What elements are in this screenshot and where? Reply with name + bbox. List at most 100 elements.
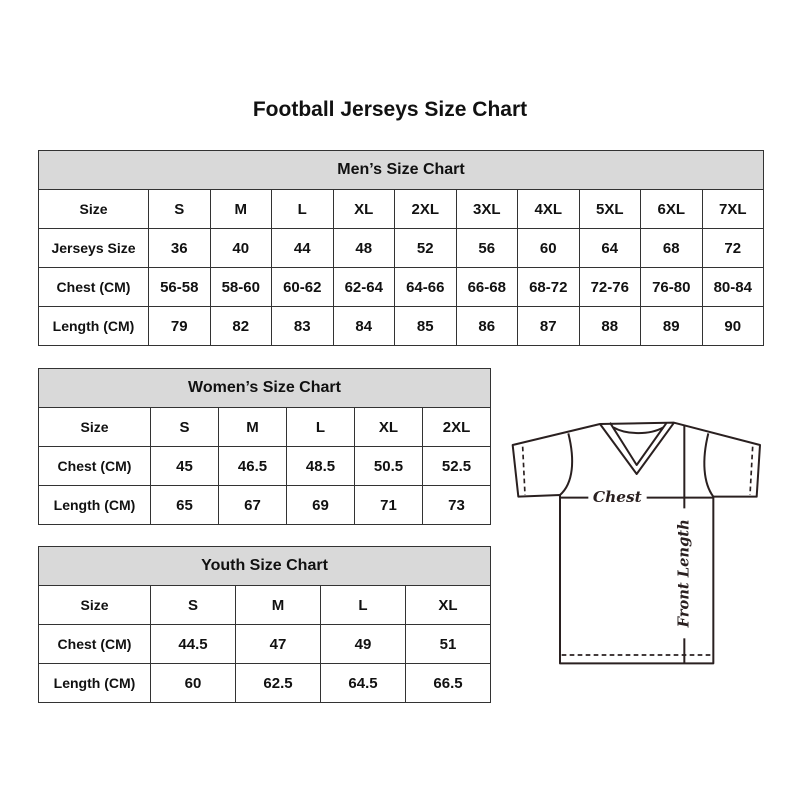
- table-cell: XL: [405, 585, 491, 625]
- table-cell: 49: [320, 624, 406, 664]
- table-cell: 85: [394, 306, 457, 346]
- jersey-measurement-diagram: Chest Front Length: [511, 421, 761, 665]
- table-cell: S: [148, 189, 211, 229]
- table-cell: 62.5: [235, 663, 321, 703]
- table-cell: 52.5: [422, 446, 491, 486]
- row-label: Chest (CM): [38, 624, 151, 664]
- table-row: Length (CM) 60 62.5 64.5 66.5: [38, 663, 491, 703]
- row-label: Size: [38, 585, 151, 625]
- row-label: Length (CM): [38, 485, 151, 525]
- table-row: Chest (CM) 56-58 58-60 60-62 62-64 64-66 66-68…: [38, 267, 764, 307]
- row-label: Length (CM): [38, 306, 149, 346]
- table-cell: 64: [578, 228, 641, 268]
- table-cell: 84: [332, 306, 395, 346]
- table-cell: 86: [455, 306, 518, 346]
- table-cell: 58-60: [209, 267, 272, 307]
- table-cell: 60: [517, 228, 580, 268]
- table-row: Size S M L XL: [38, 585, 491, 625]
- table-cell: 44.5: [150, 624, 236, 664]
- table-row: Size S M L XL 2XL 3XL 4XL 5XL 6XL 7XL: [38, 189, 764, 229]
- table-cell: 2XL: [394, 189, 457, 229]
- collar-inner: [609, 422, 668, 466]
- table-cell: 79: [148, 306, 211, 346]
- table-row: Length (CM) 79 82 83 84 85 86 87 88 89 90: [38, 306, 764, 346]
- front-length-label: Front Length: [675, 519, 692, 628]
- mens-size-table: Men’s Size Chart Size S M L XL 2XL 3XL 4XL 5XL 6X…: [38, 150, 764, 346]
- table-cell: 90: [701, 306, 764, 346]
- womens-table-heading: Women’s Size Chart: [38, 368, 491, 408]
- table-cell: 36: [148, 228, 211, 268]
- table-row: Chest (CM) 45 46.5 48.5 50.5 52.5: [38, 446, 491, 486]
- table-cell: 50.5: [354, 446, 423, 486]
- collar-outer: [599, 422, 675, 475]
- table-cell: M: [218, 407, 287, 447]
- table-cell: 52: [394, 228, 457, 268]
- table-cell: 2XL: [422, 407, 491, 447]
- table-cell: 66-68: [455, 267, 518, 307]
- table-cell: 71: [354, 485, 423, 525]
- table-cell: 66.5: [405, 663, 491, 703]
- table-cell: 60-62: [271, 267, 334, 307]
- chest-label: Chest: [593, 488, 642, 506]
- table-cell: 62-64: [332, 267, 395, 307]
- table-cell: L: [286, 407, 355, 447]
- table-cell: M: [209, 189, 272, 229]
- table-cell: L: [320, 585, 406, 625]
- row-label: Jerseys Size: [38, 228, 149, 268]
- table-cell: 67: [218, 485, 287, 525]
- table-cell: 47: [235, 624, 321, 664]
- table-cell: XL: [354, 407, 423, 447]
- table-cell: M: [235, 585, 321, 625]
- row-label: Chest (CM): [38, 267, 149, 307]
- table-cell: 46.5: [218, 446, 287, 486]
- row-label: Size: [38, 407, 151, 447]
- table-cell: 73: [422, 485, 491, 525]
- table-cell: 5XL: [578, 189, 641, 229]
- table-cell: 89: [640, 306, 703, 346]
- table-cell: 40: [209, 228, 272, 268]
- table-cell: 44: [271, 228, 334, 268]
- table-cell: 72: [701, 228, 764, 268]
- table-cell: 3XL: [455, 189, 518, 229]
- table-cell: S: [150, 407, 219, 447]
- table-cell: 72-76: [578, 267, 641, 307]
- table-row: Jerseys Size 36 40 44 48 52 56 60 64 68 72: [38, 228, 764, 268]
- table-cell: 68: [640, 228, 703, 268]
- table-cell: 65: [150, 485, 219, 525]
- table-cell: 56-58: [148, 267, 211, 307]
- table-row: Chest (CM) 44.5 47 49 51: [38, 624, 491, 664]
- table-cell: 80-84: [701, 267, 764, 307]
- table-cell: 83: [271, 306, 334, 346]
- table-cell: 88: [578, 306, 641, 346]
- table-cell: 51: [405, 624, 491, 664]
- table-cell: S: [150, 585, 236, 625]
- table-cell: 56: [455, 228, 518, 268]
- row-label: Size: [38, 189, 149, 229]
- table-cell: 48: [332, 228, 395, 268]
- table-cell: 7XL: [701, 189, 764, 229]
- table-cell: 87: [517, 306, 580, 346]
- youth-size-table: Youth Size Chart Size S M L XL Chest (CM) 44.5…: [38, 546, 491, 703]
- table-cell: 68-72: [517, 267, 580, 307]
- table-cell: 76-80: [640, 267, 703, 307]
- table-cell: 64-66: [394, 267, 457, 307]
- mens-table-heading: Men’s Size Chart: [38, 150, 764, 190]
- table-cell: L: [271, 189, 334, 229]
- table-cell: 82: [209, 306, 272, 346]
- table-cell: 48.5: [286, 446, 355, 486]
- table-cell: 69: [286, 485, 355, 525]
- table-cell: 4XL: [517, 189, 580, 229]
- table-cell: XL: [332, 189, 395, 229]
- womens-size-table: Women’s Size Chart Size S M L XL 2XL Chest (CM…: [38, 368, 491, 525]
- page-title: Football Jerseys Size Chart: [252, 98, 528, 121]
- table-cell: 6XL: [640, 189, 703, 229]
- row-label: Chest (CM): [38, 446, 151, 486]
- table-cell: 45: [150, 446, 219, 486]
- table-cell: 60: [150, 663, 236, 703]
- row-label: Length (CM): [38, 663, 151, 703]
- youth-table-heading: Youth Size Chart: [38, 546, 491, 586]
- jersey-outline: [511, 421, 761, 665]
- collar-band: [612, 426, 664, 435]
- right-armhole: [703, 433, 715, 498]
- table-row: Size S M L XL 2XL: [38, 407, 491, 447]
